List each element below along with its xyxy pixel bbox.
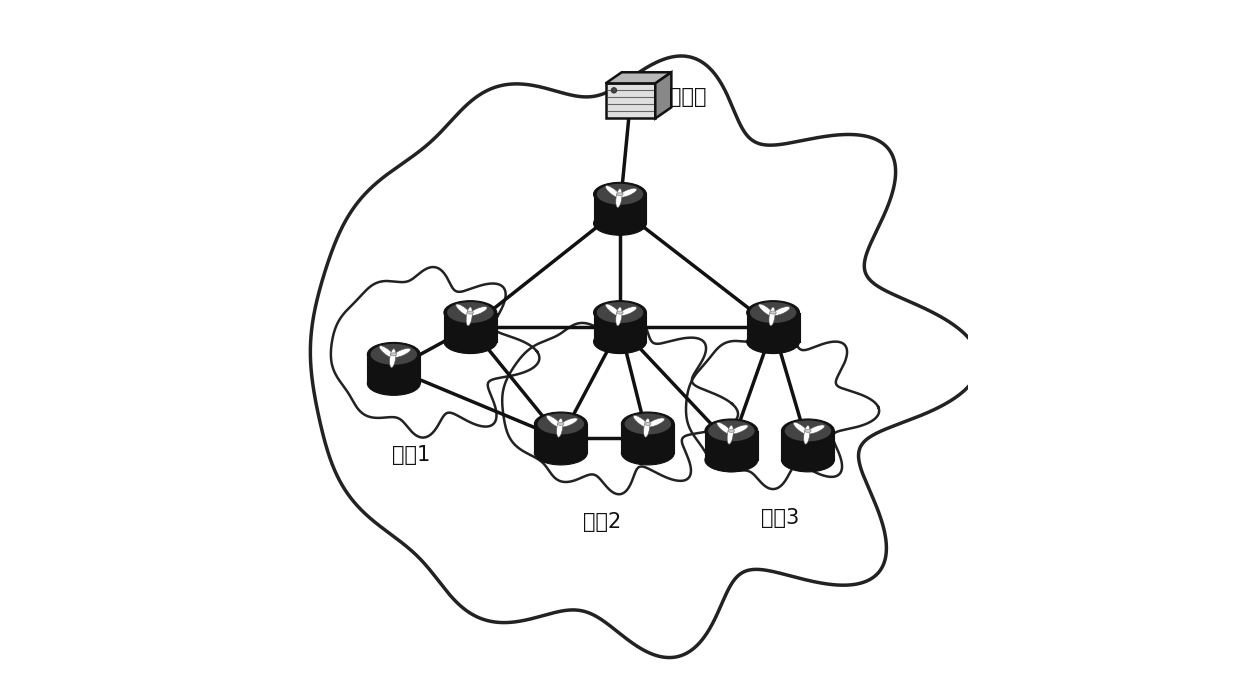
Ellipse shape xyxy=(704,448,758,472)
Ellipse shape xyxy=(708,420,755,441)
Text: 分组1: 分组1 xyxy=(392,445,430,466)
Ellipse shape xyxy=(534,412,588,436)
Ellipse shape xyxy=(560,418,578,427)
Ellipse shape xyxy=(781,448,835,472)
Ellipse shape xyxy=(750,302,796,323)
Ellipse shape xyxy=(611,88,616,93)
Polygon shape xyxy=(594,194,646,223)
Ellipse shape xyxy=(596,302,644,323)
Polygon shape xyxy=(746,313,800,342)
Ellipse shape xyxy=(470,307,487,315)
Ellipse shape xyxy=(594,301,646,324)
Ellipse shape xyxy=(616,193,624,196)
Ellipse shape xyxy=(367,372,420,395)
Polygon shape xyxy=(655,72,671,118)
Ellipse shape xyxy=(621,441,675,465)
Ellipse shape xyxy=(596,184,644,205)
Ellipse shape xyxy=(605,186,621,198)
Ellipse shape xyxy=(647,418,665,427)
Ellipse shape xyxy=(616,311,624,314)
Polygon shape xyxy=(621,424,675,453)
Ellipse shape xyxy=(619,189,637,197)
Ellipse shape xyxy=(746,330,800,354)
Ellipse shape xyxy=(371,344,417,365)
Polygon shape xyxy=(444,313,497,342)
Ellipse shape xyxy=(730,425,748,434)
Ellipse shape xyxy=(456,304,471,317)
Ellipse shape xyxy=(746,301,800,324)
Ellipse shape xyxy=(619,307,637,315)
Ellipse shape xyxy=(644,418,650,437)
Text: 分组3: 分组3 xyxy=(761,508,800,528)
Ellipse shape xyxy=(557,418,563,437)
Ellipse shape xyxy=(467,311,474,314)
Ellipse shape xyxy=(367,342,420,366)
Ellipse shape xyxy=(704,419,758,443)
Ellipse shape xyxy=(616,189,622,207)
Polygon shape xyxy=(367,354,420,383)
Ellipse shape xyxy=(534,441,588,465)
Ellipse shape xyxy=(605,304,621,317)
Ellipse shape xyxy=(645,422,651,425)
Polygon shape xyxy=(686,326,879,489)
Ellipse shape xyxy=(807,425,825,434)
Ellipse shape xyxy=(781,419,835,443)
Ellipse shape xyxy=(785,420,831,441)
Ellipse shape xyxy=(444,301,497,324)
Polygon shape xyxy=(605,72,671,84)
Ellipse shape xyxy=(444,330,497,354)
Ellipse shape xyxy=(770,311,776,314)
Ellipse shape xyxy=(625,413,671,434)
Text: 控制器: 控制器 xyxy=(668,88,707,107)
Polygon shape xyxy=(781,431,835,460)
Ellipse shape xyxy=(389,349,396,367)
Ellipse shape xyxy=(773,307,790,315)
Ellipse shape xyxy=(538,413,584,434)
Ellipse shape xyxy=(728,429,734,432)
Polygon shape xyxy=(331,267,539,438)
Ellipse shape xyxy=(794,422,808,435)
Polygon shape xyxy=(310,56,980,658)
Polygon shape xyxy=(502,317,738,494)
Ellipse shape xyxy=(594,330,646,354)
Ellipse shape xyxy=(759,304,774,317)
Ellipse shape xyxy=(393,349,410,357)
Ellipse shape xyxy=(391,353,397,356)
Ellipse shape xyxy=(547,416,562,428)
Polygon shape xyxy=(704,431,758,460)
Text: 分组2: 分组2 xyxy=(584,512,621,532)
Ellipse shape xyxy=(616,307,622,326)
Polygon shape xyxy=(605,84,655,118)
Ellipse shape xyxy=(805,429,811,432)
Ellipse shape xyxy=(634,416,649,428)
Ellipse shape xyxy=(466,307,472,326)
Ellipse shape xyxy=(717,422,733,435)
Ellipse shape xyxy=(558,422,564,425)
Polygon shape xyxy=(594,313,646,342)
Ellipse shape xyxy=(621,412,675,436)
Ellipse shape xyxy=(769,307,775,326)
Polygon shape xyxy=(534,424,588,453)
Ellipse shape xyxy=(379,346,394,358)
Ellipse shape xyxy=(594,212,646,235)
Ellipse shape xyxy=(727,425,733,444)
Ellipse shape xyxy=(594,182,646,206)
Ellipse shape xyxy=(448,302,494,323)
Ellipse shape xyxy=(804,425,810,444)
